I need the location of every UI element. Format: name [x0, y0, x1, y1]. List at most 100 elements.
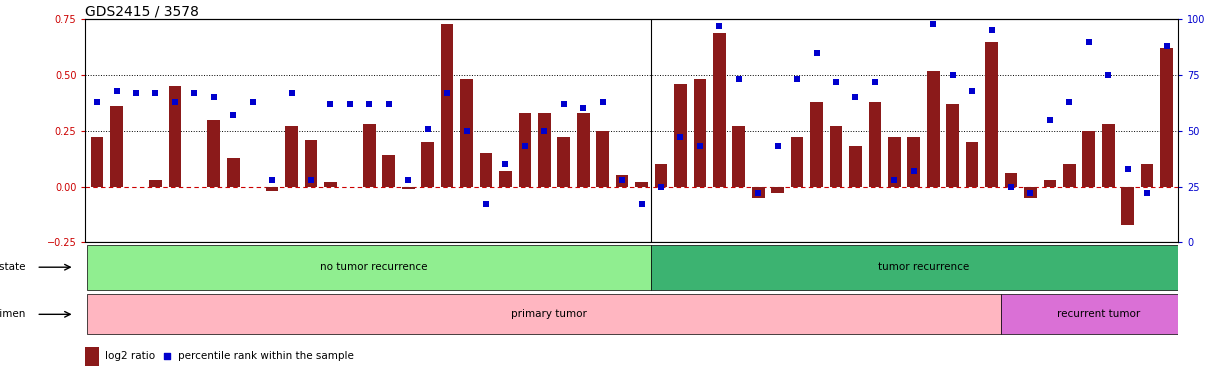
Point [631, 201, 651, 207]
Point [204, 94, 223, 100]
Text: disease state: disease state [0, 262, 26, 272]
Text: log2 ratio: log2 ratio [105, 351, 155, 361]
Bar [927, 71, 940, 187]
Bar [538, 113, 551, 187]
Point [651, 184, 670, 190]
Point [158, 353, 177, 359]
Point [1118, 166, 1138, 172]
Bar [752, 187, 764, 198]
Bar [946, 104, 958, 187]
Bar [519, 113, 531, 187]
Bar [480, 153, 492, 187]
Point [302, 177, 321, 183]
Point [437, 90, 457, 96]
Point [748, 190, 768, 196]
Bar [1044, 180, 1056, 187]
Point [923, 21, 943, 27]
Bar [1063, 164, 1076, 187]
Text: tumor recurrence: tumor recurrence [878, 262, 969, 272]
Bar [811, 102, 823, 187]
Bar [907, 137, 921, 187]
Bar [90, 137, 104, 187]
Point [145, 90, 165, 96]
Bar [1160, 48, 1173, 187]
Bar [674, 84, 686, 187]
Point [165, 99, 184, 105]
Bar [266, 187, 278, 191]
Bar [635, 182, 648, 187]
Point [807, 50, 827, 56]
Bar [88, 294, 1001, 334]
Point [496, 161, 515, 167]
Text: primary tumor: primary tumor [512, 310, 587, 319]
Point [398, 177, 418, 183]
Bar [1083, 131, 1095, 187]
Bar [1121, 187, 1134, 225]
Bar [615, 175, 629, 187]
Point [846, 94, 866, 100]
Point [670, 134, 690, 141]
Point [88, 99, 107, 105]
Bar [382, 156, 396, 187]
Point [321, 101, 341, 107]
Point [476, 201, 496, 207]
Bar [1024, 187, 1037, 198]
Bar [208, 120, 220, 187]
Bar [578, 113, 590, 187]
Point [223, 112, 243, 118]
Bar [227, 157, 239, 187]
Bar [849, 146, 862, 187]
Bar [791, 137, 803, 187]
Bar [421, 142, 433, 187]
Bar [402, 187, 415, 189]
Point [1040, 117, 1060, 123]
Point [341, 101, 360, 107]
Point [613, 177, 632, 183]
Bar [772, 187, 784, 193]
Bar [1005, 173, 1017, 187]
Bar [558, 137, 570, 187]
Bar [1101, 124, 1115, 187]
Point [457, 128, 476, 134]
Point [263, 177, 282, 183]
Bar [85, 346, 99, 366]
Point [709, 23, 729, 29]
Point [574, 106, 593, 112]
Point [243, 99, 263, 105]
Text: percentile rank within the sample: percentile rank within the sample [178, 351, 354, 361]
Point [866, 79, 885, 85]
Bar [110, 106, 123, 187]
Point [379, 101, 398, 107]
Point [1099, 72, 1118, 78]
Bar [654, 164, 668, 187]
Bar [324, 182, 337, 187]
Bar [1001, 294, 1195, 334]
Bar [441, 24, 453, 187]
Point [1156, 43, 1176, 49]
Bar [713, 33, 725, 187]
Point [768, 143, 788, 149]
Text: no tumor recurrence: no tumor recurrence [320, 262, 429, 272]
Bar [286, 126, 298, 187]
Bar [830, 126, 842, 187]
Point [982, 27, 1001, 33]
Point [106, 88, 126, 94]
Point [554, 101, 574, 107]
Text: recurrent tumor: recurrent tumor [1057, 310, 1140, 319]
Point [943, 72, 962, 78]
Bar [694, 79, 706, 187]
Bar [596, 131, 609, 187]
Point [1060, 99, 1079, 105]
Point [126, 90, 145, 96]
Text: specimen: specimen [0, 310, 26, 319]
Point [535, 128, 554, 134]
Point [1138, 190, 1158, 196]
Bar [868, 102, 882, 187]
Point [184, 90, 204, 96]
Text: GDS2415 / 3578: GDS2415 / 3578 [85, 4, 199, 18]
Point [282, 90, 302, 96]
Bar [88, 245, 651, 290]
Point [418, 126, 437, 132]
Bar [888, 137, 901, 187]
Point [884, 177, 904, 183]
